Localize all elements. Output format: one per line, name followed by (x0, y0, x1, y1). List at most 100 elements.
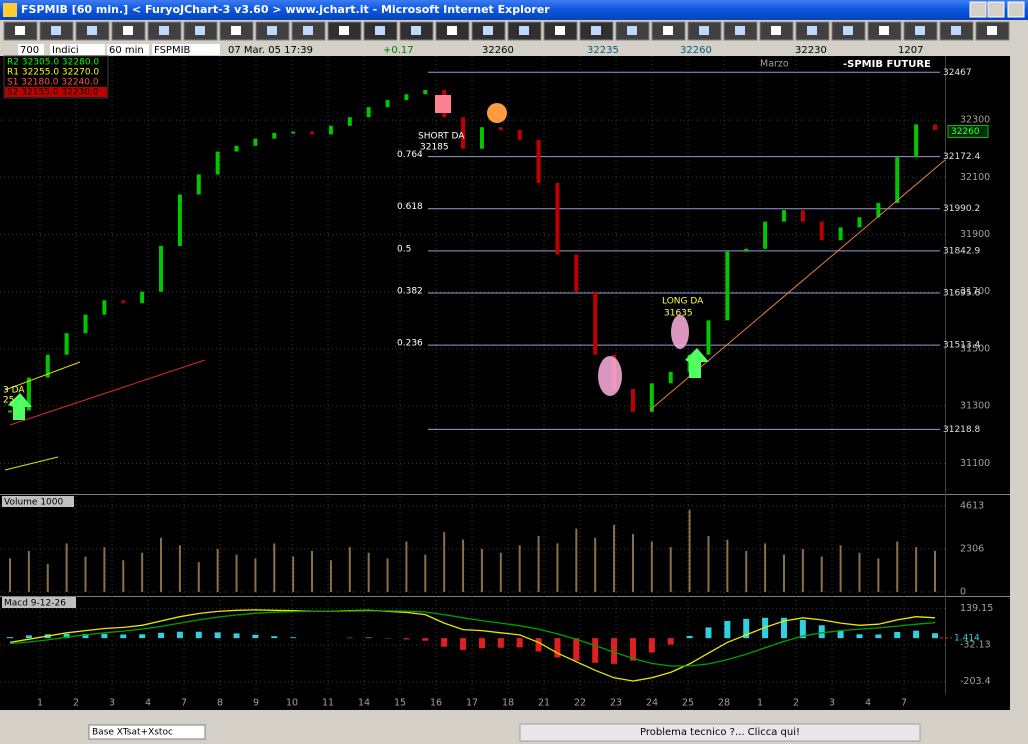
toolbar-icon (123, 26, 133, 35)
signal-dot (487, 103, 507, 123)
annotation: 25 (3, 396, 14, 406)
toolbar-icon (159, 26, 169, 35)
y-tick-label: 2306 (960, 543, 984, 554)
price-bar (461, 117, 466, 149)
signal-zone (671, 315, 689, 349)
volume-bar (613, 524, 616, 592)
y-tick-label: 32100 (960, 172, 990, 183)
toolbar-icon (195, 26, 205, 35)
y-tick-label: 31700 (960, 286, 990, 297)
volume-bar (424, 554, 427, 592)
volume-bar (462, 539, 465, 592)
histogram-bar (913, 630, 920, 639)
histogram-bar (743, 618, 750, 639)
y-tick-label: 139.15 (960, 603, 993, 614)
change: +0.17 (383, 45, 414, 56)
maximize-button[interactable] (987, 1, 1005, 18)
count-box[interactable] (18, 44, 44, 55)
histogram-bar (799, 619, 806, 639)
volume-bar (405, 541, 408, 592)
volume-bar (669, 547, 672, 592)
toolbar-icon (303, 26, 313, 35)
price-bar (45, 354, 50, 378)
annotation: 31635 (664, 309, 693, 319)
volume-bar (537, 535, 540, 592)
status-link[interactable]: Problema tecnico ?... Clicca qui! (640, 727, 800, 738)
period-box[interactable] (107, 44, 149, 55)
close-button[interactable] (1007, 1, 1025, 18)
price-bar (593, 291, 598, 355)
y-tick-label: -32.13 (960, 640, 991, 651)
price-bar (423, 90, 428, 95)
volume-bar (254, 558, 257, 592)
volume-bar (688, 509, 691, 592)
histogram-bar (856, 634, 863, 639)
fib-value-label: 31695.6 (943, 288, 980, 298)
quote: 32235 (587, 45, 619, 56)
tab-box[interactable] (88, 724, 206, 740)
macd-line (9, 609, 936, 682)
volume-bar (292, 556, 295, 592)
volume-bar (650, 541, 653, 592)
histogram-bar (422, 638, 429, 641)
histogram-bar (214, 632, 221, 639)
x-tick-label: 4 (145, 698, 151, 709)
toolbar-icon (807, 26, 817, 35)
histogram-bar (686, 636, 693, 639)
volume-bar (915, 547, 918, 592)
price-bar (914, 124, 919, 158)
price-bar (8, 410, 12, 413)
histogram-bar (120, 634, 127, 639)
market-box[interactable] (50, 44, 105, 55)
histogram-bar (139, 634, 146, 639)
toolbar-icon (51, 26, 61, 35)
vertical-scrollbar[interactable] (1010, 56, 1028, 722)
histogram-bar (403, 638, 410, 640)
pivot-highlight (5, 87, 107, 97)
volume-bar (896, 541, 899, 592)
toolbar-icon (15, 26, 25, 35)
price-bar (744, 248, 749, 252)
volume-bar (160, 537, 163, 592)
histogram-bar (195, 631, 202, 639)
volume-bar (178, 545, 181, 592)
toolbar-icon (231, 26, 241, 35)
price-bar (574, 254, 579, 292)
price-bar (121, 300, 126, 304)
toolbar-icon (699, 26, 709, 35)
volume-bar (631, 534, 634, 592)
price-bar (819, 221, 824, 241)
price-bar (800, 210, 805, 222)
pivot: S1 32180.0 32240.0 (7, 78, 99, 88)
histogram-bar (63, 633, 70, 639)
window-title: FSPMIB [60 min.] < FuryoJChart-3 v3.60 >… (21, 3, 550, 16)
quote: 32260 (680, 45, 712, 56)
status-link-box[interactable] (519, 723, 921, 742)
histogram-bar (894, 631, 901, 639)
toolbar-icon (339, 26, 349, 35)
pivot: S2 32155.0 32230.0 (7, 88, 99, 98)
horizontal-scrollbar[interactable] (0, 710, 1010, 722)
volume-bar (367, 552, 370, 592)
volume-bar (197, 562, 200, 592)
price-bar (498, 127, 503, 131)
toolbar-icon (483, 26, 493, 35)
price-bar (838, 227, 843, 241)
toolbar-icon (987, 26, 997, 35)
symbol-box[interactable] (152, 44, 220, 55)
x-tick-label: 2 (793, 698, 799, 709)
price-bar (310, 131, 315, 135)
minimize-button[interactable] (969, 1, 987, 18)
price-bar (177, 194, 182, 246)
histogram-bar (176, 631, 183, 639)
y-tick-label: 31100 (960, 458, 990, 469)
tab-label: Base XTsat+Xstoc (92, 728, 173, 738)
price-bar (781, 210, 786, 222)
volume-bar (594, 537, 597, 592)
volume-bar (556, 543, 559, 592)
x-tick-label: 11 (322, 698, 334, 709)
histogram-bar (592, 638, 599, 663)
y-tick-label: 31500 (960, 343, 990, 354)
x-tick-label: 2 (73, 698, 79, 709)
histogram-bar (932, 633, 938, 639)
